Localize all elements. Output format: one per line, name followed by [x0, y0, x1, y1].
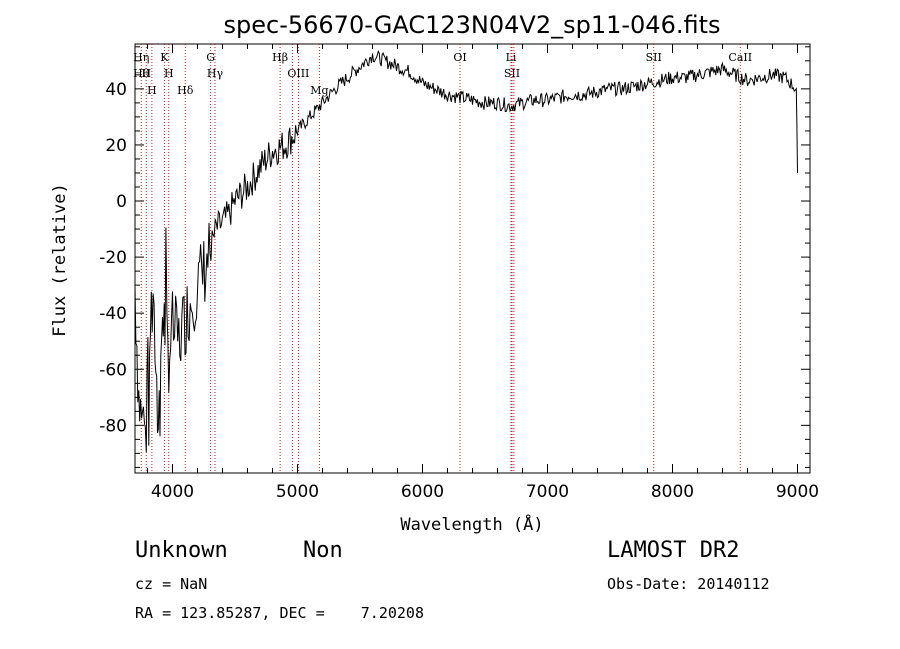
spectral-line-label: OI	[453, 51, 466, 64]
spectral-line-label: H	[164, 67, 174, 80]
x-tick-label: 5000	[276, 482, 319, 502]
spectral-line-label: Hη	[133, 51, 149, 64]
x-tick-label: 4000	[151, 482, 194, 502]
y-tick-label: -20	[99, 248, 127, 268]
x-tick-label: 8000	[651, 482, 694, 502]
plot-frame	[134, 43, 811, 474]
y-tick-label: -80	[99, 416, 127, 436]
spectral-line-label: H	[141, 67, 151, 80]
y-tick-label: -40	[99, 304, 127, 324]
redshift-cz: cz = NaN	[135, 575, 208, 593]
spectral-line-label: Hθ	[133, 67, 150, 80]
spectral-line-label: SII	[646, 51, 662, 64]
x-axis-label: Wavelength (Å)	[400, 513, 543, 535]
spectral-line-label: Hδ	[177, 84, 194, 97]
spectrum-line	[134, 49, 798, 453]
x-tick-label: 7000	[526, 482, 569, 502]
spectral-line-label: H	[147, 84, 157, 97]
spectral-line-label: Hβ	[272, 51, 288, 64]
y-tick-label: 20	[105, 136, 127, 156]
chart-title: spec-56670-GAC123N04V2_sp11-046.fits	[224, 11, 721, 39]
spectral-line-label: Mg	[310, 84, 328, 97]
spectral-line-label: CaII	[728, 51, 752, 64]
spectral-line-label: SII	[504, 67, 520, 80]
coordinates: RA = 123.85287, DEC = 7.20208	[135, 604, 424, 622]
observation-date: Obs-Date: 20140112	[607, 575, 770, 593]
y-tick-label: 0	[116, 192, 127, 212]
object-class: Non	[303, 538, 343, 563]
spectral-line-label: Li	[506, 51, 517, 64]
x-tick-label: 9000	[776, 482, 819, 502]
object-type: Unknown	[135, 538, 228, 563]
survey-name: LAMOST DR2	[607, 538, 740, 563]
spectral-line-label: G	[206, 51, 215, 64]
y-tick-label: -60	[99, 360, 127, 380]
y-axis-label: Flux (relative)	[50, 183, 70, 337]
spectral-line-label: OIII	[287, 67, 309, 80]
spectral-line-label: K	[160, 51, 169, 64]
spectral-line-label: Hγ	[207, 67, 224, 80]
axes: 4000 5000 6000 7000 8000 9000 -80 -60 -40 -20 0 20 4…	[99, 43, 819, 502]
spectrum-series	[134, 49, 798, 453]
x-tick-label: 6000	[401, 482, 444, 502]
y-tick-label: 40	[105, 80, 127, 100]
